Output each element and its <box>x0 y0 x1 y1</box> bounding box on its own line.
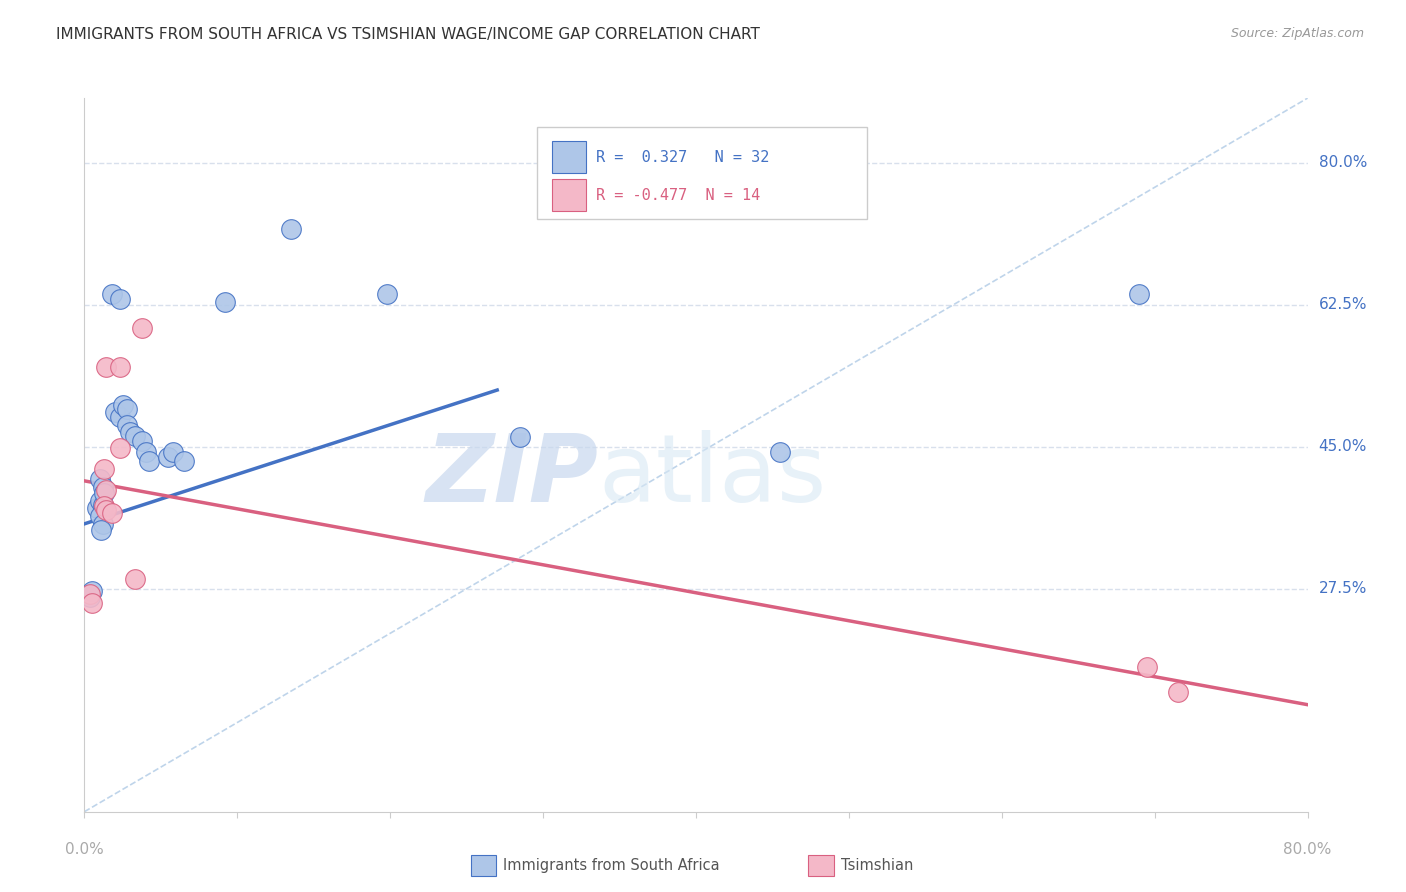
Point <box>80 595 103 609</box>
Point <box>91 516 114 531</box>
Text: ZIP: ZIP <box>425 430 598 523</box>
Point <box>131 320 153 334</box>
Point <box>94 483 117 497</box>
Point <box>93 461 115 475</box>
Point <box>80 584 103 599</box>
Point <box>101 287 124 301</box>
Point <box>509 430 531 444</box>
Text: atlas: atlas <box>598 430 827 523</box>
Point <box>173 453 195 467</box>
Point <box>214 295 236 310</box>
Text: R = -0.477  N = 14: R = -0.477 N = 14 <box>596 187 759 202</box>
Point <box>90 523 112 537</box>
Point <box>79 587 101 601</box>
FancyBboxPatch shape <box>551 141 586 173</box>
Point <box>86 500 108 515</box>
Text: 27.5%: 27.5% <box>1319 582 1367 596</box>
Point <box>1128 287 1150 301</box>
Point <box>157 450 180 464</box>
Point <box>91 498 114 512</box>
Point <box>280 222 302 236</box>
Point <box>94 360 117 375</box>
Point <box>91 480 114 494</box>
Point <box>115 401 138 416</box>
Point <box>769 445 792 459</box>
FancyBboxPatch shape <box>537 127 868 219</box>
Point <box>375 287 398 301</box>
Text: R =  0.327   N = 32: R = 0.327 N = 32 <box>596 150 769 165</box>
Point <box>108 360 131 375</box>
Text: 80.0%: 80.0% <box>1319 155 1367 170</box>
Text: 80.0%: 80.0% <box>1284 842 1331 857</box>
Point <box>1167 684 1189 698</box>
Text: Immigrants from South Africa: Immigrants from South Africa <box>503 858 720 872</box>
Point <box>89 508 111 523</box>
Point <box>89 472 111 486</box>
Text: 62.5%: 62.5% <box>1319 297 1367 312</box>
Text: Tsimshian: Tsimshian <box>841 858 912 872</box>
Text: 45.0%: 45.0% <box>1319 440 1367 454</box>
Point <box>124 572 146 586</box>
Point <box>111 398 134 412</box>
Point <box>101 506 124 520</box>
Point <box>79 590 101 604</box>
Point <box>108 442 131 456</box>
Point <box>138 454 160 468</box>
Point <box>124 429 146 443</box>
Point <box>115 417 138 432</box>
Point <box>135 445 157 459</box>
Point <box>162 445 184 459</box>
Point <box>89 494 111 508</box>
Text: Source: ZipAtlas.com: Source: ZipAtlas.com <box>1230 27 1364 40</box>
Point <box>108 292 131 306</box>
Point <box>93 499 115 513</box>
Point <box>104 405 127 419</box>
Point <box>94 503 117 517</box>
Text: 0.0%: 0.0% <box>65 842 104 857</box>
Text: IMMIGRANTS FROM SOUTH AFRICA VS TSIMSHIAN WAGE/INCOME GAP CORRELATION CHART: IMMIGRANTS FROM SOUTH AFRICA VS TSIMSHIA… <box>56 27 761 42</box>
Point <box>1136 660 1159 674</box>
Point <box>108 409 131 424</box>
Point <box>131 434 153 449</box>
Point <box>120 425 142 440</box>
Point <box>93 486 115 500</box>
FancyBboxPatch shape <box>551 178 586 211</box>
